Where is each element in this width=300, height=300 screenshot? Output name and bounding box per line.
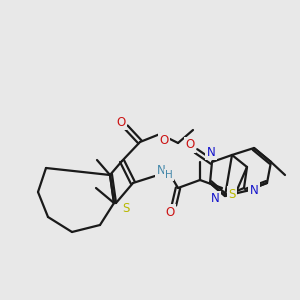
- Text: O: O: [165, 206, 175, 218]
- Text: N: N: [207, 146, 215, 158]
- Text: N: N: [211, 193, 219, 206]
- Text: H: H: [165, 170, 173, 180]
- Text: S: S: [122, 202, 130, 214]
- Text: O: O: [159, 134, 169, 148]
- Text: O: O: [185, 139, 195, 152]
- Text: N: N: [157, 164, 165, 176]
- Text: O: O: [116, 116, 126, 128]
- Text: N: N: [250, 184, 258, 196]
- Text: S: S: [228, 188, 236, 200]
